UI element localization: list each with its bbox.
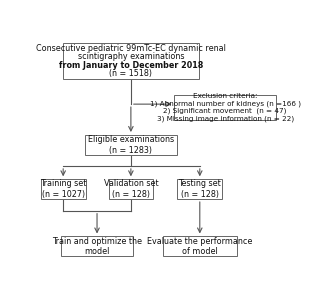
FancyBboxPatch shape [174, 95, 276, 120]
Text: Train and optimize the
model: Train and optimize the model [52, 237, 142, 256]
FancyBboxPatch shape [41, 179, 85, 199]
Text: Validation set
(n = 128): Validation set (n = 128) [104, 179, 158, 199]
Text: from January to December 2018: from January to December 2018 [59, 61, 203, 70]
FancyBboxPatch shape [178, 179, 222, 199]
Text: Evaluate the performance
of model: Evaluate the performance of model [147, 237, 252, 256]
Text: Testing set
(n = 128): Testing set (n = 128) [178, 179, 221, 199]
FancyBboxPatch shape [61, 236, 133, 256]
Text: Consecutive pediatric 99mTc-EC dynamic renal: Consecutive pediatric 99mTc-EC dynamic r… [36, 44, 226, 53]
FancyBboxPatch shape [163, 236, 237, 256]
FancyBboxPatch shape [85, 135, 177, 155]
Text: scintigraphy examinations: scintigraphy examinations [78, 52, 184, 61]
Text: Exclusion criteria:
1) Abnormal number of kidneys (n =166 )
2) Significant movem: Exclusion criteria: 1) Abnormal number o… [150, 93, 301, 122]
FancyBboxPatch shape [109, 179, 153, 199]
Text: Training set
(n = 1027): Training set (n = 1027) [40, 179, 86, 199]
Text: (n = 1518): (n = 1518) [110, 69, 152, 78]
Text: Eligible examinations
(n = 1283): Eligible examinations (n = 1283) [88, 135, 174, 155]
FancyBboxPatch shape [63, 43, 199, 79]
